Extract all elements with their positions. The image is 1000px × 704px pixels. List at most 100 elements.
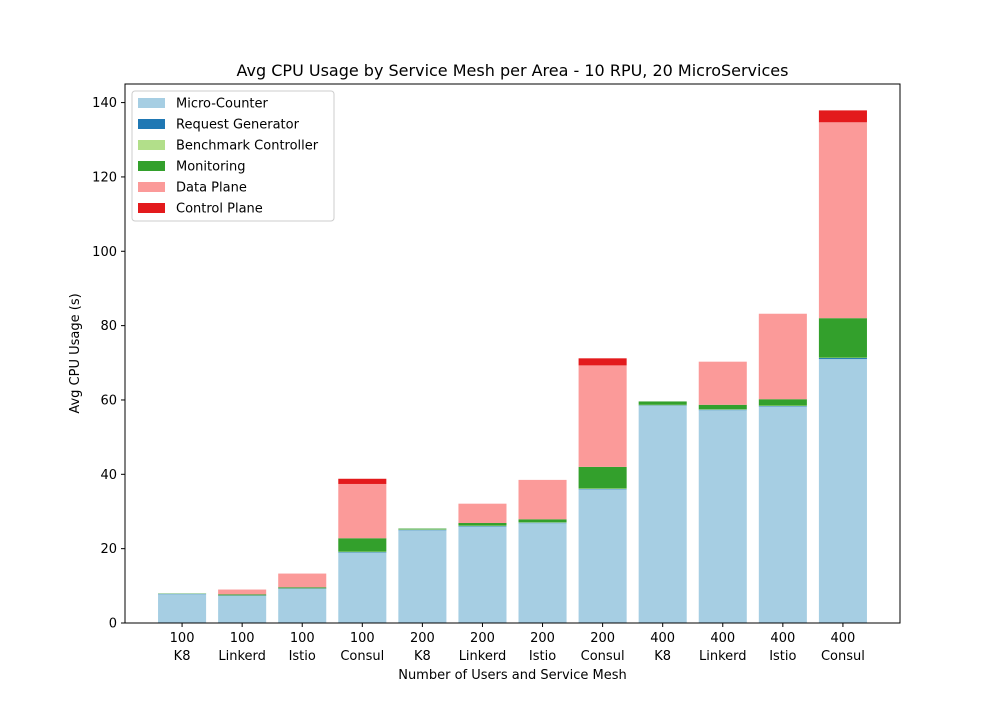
legend-label: Benchmark Controller: [176, 139, 319, 154]
bar-segment-data-plane: [278, 573, 327, 588]
bar-segment-micro-counter: [398, 530, 447, 623]
bar-segment-benchmark-controller: [458, 525, 507, 527]
bar-segment-request-generator: [218, 595, 267, 596]
bar-segment-request-generator: [278, 588, 327, 589]
bar-segment-data-plane: [578, 365, 627, 467]
bar-segment-data-plane: [218, 589, 267, 595]
x-tick-label-mesh: K8: [654, 649, 671, 664]
y-axis: 0 20 40 60 80 100 120 140: [92, 96, 125, 632]
x-tick-label-users: 100: [170, 631, 195, 646]
legend-label: Monitoring: [176, 160, 246, 175]
bar-segment-request-generator: [578, 488, 627, 490]
legend: Micro-Counter Request Generator Benchmark …: [131, 90, 335, 222]
bar-segment-micro-counter: [158, 594, 207, 623]
y-tick-label: 0: [109, 617, 117, 632]
x-tick-label-mesh: Istio: [529, 649, 556, 664]
bar-segment-monitoring: [518, 519, 567, 523]
bar-segment-benchmark-controller: [158, 593, 207, 594]
x-tick-label-users: 400: [770, 631, 795, 646]
bar-segment-micro-counter: [818, 359, 867, 623]
y-tick-label: 100: [92, 245, 117, 260]
x-tick-label-users: 100: [230, 631, 255, 646]
axes-frame: [124, 83, 901, 624]
bar-segment-monitoring: [278, 587, 327, 589]
x-tick-label-users: 200: [530, 631, 555, 646]
legend-label: Data Plane: [176, 181, 247, 196]
y-axis-label: Avg CPU Usage (s): [68, 293, 83, 413]
x-tick-label-mesh: Linkerd: [218, 649, 266, 664]
y-tick-label: 60: [100, 393, 117, 408]
y-tick-label: 120: [92, 170, 117, 185]
bar-segment-request-generator: [398, 529, 447, 531]
legend-swatch: [138, 203, 165, 213]
bar-segment-data-plane: [338, 483, 387, 539]
legend-swatch: [138, 140, 165, 150]
bar-segment-monitoring: [638, 401, 687, 405]
bar-segment-benchmark-controller: [518, 522, 567, 523]
bar-segment-benchmark-controller: [698, 409, 747, 410]
x-tick-label-users: 100: [290, 631, 315, 646]
x-tick-label-mesh: Istio: [769, 649, 796, 664]
bar-segment-monitoring: [698, 404, 747, 410]
legend-swatch: [138, 119, 165, 129]
legend-frame: [131, 90, 335, 222]
legend-swatch: [138, 161, 165, 171]
bar-segment-control-plane: [818, 110, 867, 123]
x-tick-label-users: 200: [410, 631, 435, 646]
x-tick-label-mesh: K8: [174, 649, 191, 664]
bar-segment-request-generator: [158, 593, 207, 595]
y-tick-label: 40: [100, 468, 117, 483]
bars-layer: [158, 110, 867, 623]
bar-segment-benchmark-controller: [818, 357, 867, 359]
bar-segment-micro-counter: [458, 526, 507, 623]
bar-segment-control-plane: [338, 478, 387, 484]
bar-segment-data-plane: [758, 313, 807, 400]
legend-label: Micro-Counter: [176, 97, 269, 112]
bar-segment-data-plane: [698, 361, 747, 405]
bar-segment-request-generator: [758, 405, 807, 407]
x-tick-label-users: 400: [831, 631, 856, 646]
bar-segment-data-plane: [818, 122, 867, 319]
bar-segment-micro-counter: [218, 595, 267, 623]
x-axis: 100 K8 100 Linkerd 100 Istio 100 Consul 200 K8 200…: [170, 623, 865, 664]
bar-segment-micro-counter: [518, 523, 567, 623]
x-tick-label-users: 100: [350, 631, 375, 646]
x-tick-label-mesh: K8: [414, 649, 431, 664]
bar-segment-micro-counter: [578, 489, 627, 623]
bar-segment-benchmark-controller: [638, 404, 687, 406]
x-tick-label-mesh: Consul: [340, 649, 384, 664]
bar-segment-request-generator: [518, 522, 567, 524]
x-tick-label-mesh: Linkerd: [699, 649, 747, 664]
x-axis-label: Number of Users and Service Mesh: [398, 668, 627, 683]
bar-segment-micro-counter: [758, 406, 807, 623]
legend-label: Request Generator: [176, 118, 300, 133]
bar-segment-micro-counter: [698, 410, 747, 623]
bar-segment-benchmark-controller: [278, 588, 327, 589]
bar-segment-benchmark-controller: [578, 488, 627, 489]
x-tick-label-users: 400: [710, 631, 735, 646]
x-tick-label-users: 200: [470, 631, 495, 646]
bar-segment-micro-counter: [278, 588, 327, 623]
bar-segment-request-generator: [458, 525, 507, 527]
bar-segment-monitoring: [818, 318, 867, 358]
y-tick-label: 140: [92, 96, 117, 111]
bar-segment-control-plane: [578, 358, 627, 366]
bar-segment-request-generator: [338, 552, 387, 553]
bar-segment-monitoring: [458, 523, 507, 526]
x-tick-label-mesh: Consul: [821, 649, 865, 664]
y-tick-label: 80: [100, 319, 117, 334]
bar-segment-benchmark-controller: [758, 405, 807, 407]
bar-segment-data-plane: [518, 479, 567, 520]
bar-segment-data-plane: [458, 503, 507, 524]
bar-segment-micro-counter: [638, 405, 687, 623]
legend-label: Control Plane: [176, 202, 263, 217]
x-tick-label-mesh: Consul: [581, 649, 625, 664]
x-tick-label-users: 200: [590, 631, 615, 646]
bar-segment-benchmark-controller: [338, 551, 387, 553]
bar-segment-request-generator: [638, 405, 687, 406]
bar-segment-monitoring: [218, 594, 267, 596]
legend-swatch: [138, 182, 165, 192]
legend-swatch: [138, 98, 165, 108]
chart-title: Avg CPU Usage by Service Mesh per Area -…: [237, 61, 789, 80]
